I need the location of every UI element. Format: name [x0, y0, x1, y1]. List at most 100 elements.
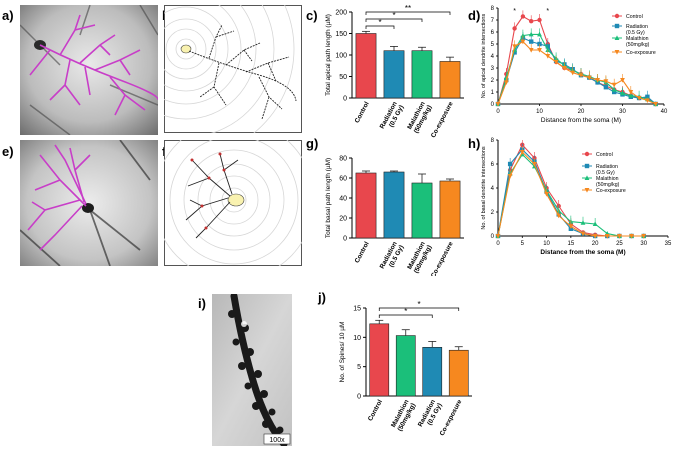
data-point [512, 44, 517, 49]
category-label: Radiation(0.5 Gy) [417, 399, 444, 428]
bar [383, 50, 405, 99]
category-label-line: Co-exposure [430, 240, 455, 276]
data-point [570, 70, 576, 76]
data-point [592, 221, 598, 226]
category-label: Malathion(50mg/kg) [406, 101, 433, 135]
legend-label: Radiation [596, 164, 618, 170]
x-tick-label: 30 [619, 109, 626, 115]
category-label: Control [354, 240, 371, 264]
bar [383, 171, 405, 239]
y-tick-label: 40 [339, 196, 347, 203]
significance-label: ** [405, 4, 411, 13]
data-point [537, 48, 542, 53]
y-tick-label: 1 [491, 90, 495, 96]
significance-bracket [365, 25, 395, 29]
data-point [537, 31, 542, 37]
data-point [537, 17, 542, 23]
y-tick-label: 100 [335, 53, 347, 60]
x-tick-label: 30 [640, 241, 647, 247]
y-tick-label: 0 [491, 102, 495, 108]
category-label-line: Control [354, 100, 371, 124]
legend-label: (0.5 Gy) [626, 30, 645, 36]
y-tick-label: 15 [353, 306, 361, 313]
data-point [529, 19, 534, 24]
panel-label-h: h) [468, 136, 481, 151]
legend-label: Co-exposure [626, 50, 656, 56]
x-tick-label: 20 [592, 241, 599, 247]
y-tick-label: 8 [491, 6, 495, 12]
y-tick-label: 80 [339, 156, 347, 163]
data-point [629, 234, 634, 239]
annotation: * [546, 8, 549, 15]
x-tick-label: 10 [536, 109, 543, 115]
data-point [512, 50, 517, 55]
category-label: Malathion(50mg/kg) [406, 241, 433, 275]
x-tick-label: 10 [543, 241, 550, 247]
x-tick-label: 0 [496, 109, 500, 115]
data-point [507, 174, 513, 179]
chart-d-apical-sholl: 0 1 2 3 4 5 6 7 8 0 10 20 30 40 Distance from the soma… [481, 6, 668, 124]
data-point [520, 39, 526, 45]
y-tick-label: 5 [491, 42, 495, 48]
data-point [495, 234, 501, 239]
data-point [614, 13, 620, 19]
bar [369, 323, 390, 397]
data-point [617, 234, 622, 239]
data-point [580, 231, 586, 237]
data-point [641, 234, 647, 239]
x-tick-label: 35 [665, 241, 672, 247]
significance-label: * [392, 11, 395, 20]
data-point [614, 50, 620, 55]
legend-label: Malathion [626, 36, 649, 42]
data-point [544, 192, 549, 197]
y-tick-label: 3 [491, 66, 495, 72]
y-tick-label: 0 [343, 96, 347, 103]
y-tick-label: 4 [491, 186, 495, 192]
x-tick-label: 15 [568, 241, 575, 247]
category-label-line: Co-exposure [439, 398, 464, 437]
legend-label: Control [596, 152, 613, 158]
y-tick-label: 2 [491, 210, 495, 216]
x-tick-label: 5 [521, 241, 525, 247]
bar [448, 349, 469, 397]
data-point [586, 75, 592, 81]
y-tick-label: 6 [491, 30, 495, 36]
panel-label-d: d) [468, 8, 481, 23]
data-point [653, 102, 659, 107]
data-point [611, 82, 617, 88]
chart-c-apical-path-length: Total apical path length (µM) 0 50 100 150 20… [325, 4, 464, 139]
data-point [603, 79, 609, 84]
data-point [568, 224, 574, 229]
chart-g-basal-path-length: Total basal path length (µM) 0 20 40 60 80 Con… [325, 156, 464, 276]
micrograph-basal [20, 140, 158, 266]
bar [439, 61, 461, 99]
data-point [592, 234, 598, 239]
series-line [497, 33, 656, 105]
y-tick-label: 2 [491, 78, 495, 84]
y-tick-label: 0 [343, 236, 347, 243]
significance-bracket [365, 11, 451, 15]
data-point [604, 234, 610, 239]
data-point [628, 93, 634, 98]
series-3 [495, 35, 659, 107]
data-point [584, 163, 590, 169]
data-point [620, 90, 625, 96]
data-point [545, 47, 551, 52]
category-label: Radiation(0.5 Gy) [379, 101, 406, 130]
legend-label: (0.5 Gy) [596, 170, 615, 176]
data-point [507, 161, 513, 167]
bar [355, 33, 377, 99]
panel-label-a: a) [2, 8, 14, 23]
bar [395, 335, 416, 397]
data-point [495, 102, 501, 107]
data-point [584, 151, 590, 157]
panel-label-g: g) [306, 136, 319, 151]
significance-label: * [417, 300, 420, 309]
y-tick-label: 50 [339, 74, 347, 81]
chart-j-spine-density: No. of Spines/ 10 µM 0 5 10 15 Control Malathi… [339, 300, 472, 437]
y-axis-label: No. of apical dendrite intersections [481, 14, 487, 99]
data-point [584, 188, 590, 193]
data-point [636, 96, 642, 101]
y-axis-label: Total basal path length (µM) [325, 158, 332, 238]
data-point [556, 213, 562, 219]
